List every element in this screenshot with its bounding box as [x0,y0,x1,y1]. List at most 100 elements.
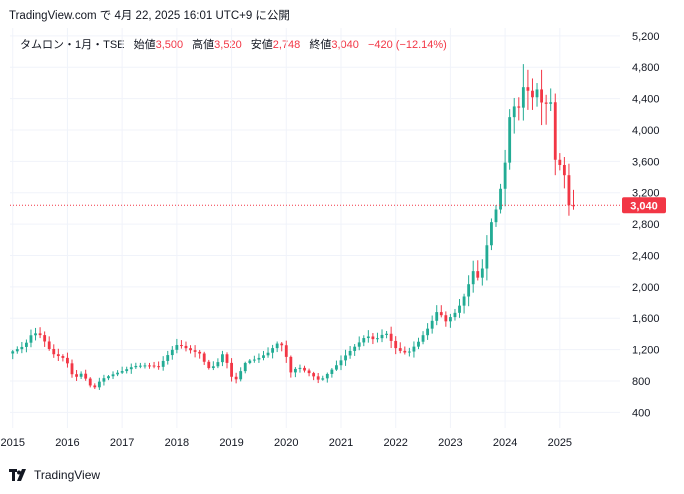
candle [553,93,557,176]
candle-body [512,106,516,118]
candle [56,348,60,362]
y-tick-label: 4,400 [632,94,660,106]
candle-body [202,353,206,362]
candle [357,336,361,351]
candle-body [325,373,329,379]
candle [170,346,174,360]
candle-body [29,335,33,343]
candle [180,340,183,349]
candle-body [134,365,138,368]
candle-body [316,376,320,380]
candle-body [262,355,265,358]
candle-body [88,378,92,386]
candle-body [517,106,521,108]
candle-body [157,366,161,368]
candle [521,64,525,121]
candle-body [234,376,238,380]
candle [335,360,338,371]
candle-body [52,348,56,355]
x-tick-label: 2023 [438,437,462,449]
candle [430,315,434,334]
candle-body [398,348,402,351]
candle [544,94,548,125]
candle-body [111,374,115,377]
candle-body [129,367,133,370]
candle-body [444,315,448,322]
candle-body [20,346,24,350]
candle [439,305,443,318]
candle [512,97,516,134]
candle [102,374,106,386]
candle-body [120,371,124,373]
candle [362,335,366,347]
candle [97,377,101,390]
candle-body [572,205,575,207]
candle-body [417,341,420,347]
candle [321,375,325,381]
candle [485,235,489,281]
candle [230,358,233,382]
y-tick-label: 4,800 [632,62,660,74]
candle-body [211,366,215,369]
candle-body [307,370,311,374]
y-tick-label: 2,400 [632,250,660,262]
candle-body [371,336,375,340]
candle [266,347,270,358]
candle-body [385,333,388,335]
candle [175,338,179,354]
candle [407,347,411,357]
y-tick-label: 1,200 [632,345,660,357]
candle-body [344,355,347,361]
candle-body [143,365,147,367]
candle [143,362,147,369]
candle-body [225,354,229,363]
candle [549,88,553,112]
candle-body [207,361,211,369]
candle [348,346,352,359]
candle-body [321,378,325,380]
candle [453,308,457,321]
candle-body [335,365,338,370]
candle-body [485,245,489,269]
candle-body [503,162,507,189]
x-tick-label: 2024 [493,437,517,449]
candle-body [152,365,156,367]
candle [435,305,439,326]
candle [24,339,28,353]
high-value: 3,520 [214,39,242,51]
brand-footer[interactable]: TradingView [9,468,100,482]
candle [467,275,471,307]
candle [307,368,311,377]
candle-body [531,90,534,98]
candle [107,375,110,381]
candle [403,346,407,355]
low-label: 安値 [250,39,273,51]
candle-body [558,159,562,165]
candle-body [293,368,297,373]
candle [540,69,543,126]
candle-body [380,334,384,339]
candle-body [426,328,430,336]
y-tick-label: 800 [632,376,650,388]
symbol-name[interactable]: タムロン・1月・TSE [20,39,125,51]
candle [52,344,56,358]
candle-body [362,338,366,343]
candle-body [549,102,553,104]
candle-body [471,271,475,285]
candle [394,336,398,355]
candle-body [189,348,192,351]
candle-body [66,357,69,364]
candle [152,361,156,369]
candle-body [11,351,15,354]
grid-lines [10,28,620,428]
candle-body [38,333,42,336]
candle-body [24,342,28,347]
candle [499,183,502,214]
y-tick-label: 2,000 [632,282,660,294]
candle-body [102,378,106,382]
candle-body [252,359,256,361]
candle [389,326,393,349]
candle-body [43,335,47,342]
